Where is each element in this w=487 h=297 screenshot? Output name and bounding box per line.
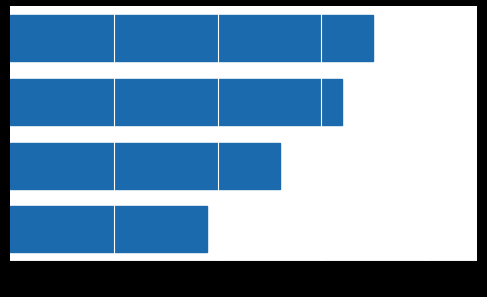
Bar — [10, 206, 207, 252]
Bar — [10, 15, 374, 61]
Bar — [10, 79, 342, 125]
Bar — [10, 143, 280, 189]
